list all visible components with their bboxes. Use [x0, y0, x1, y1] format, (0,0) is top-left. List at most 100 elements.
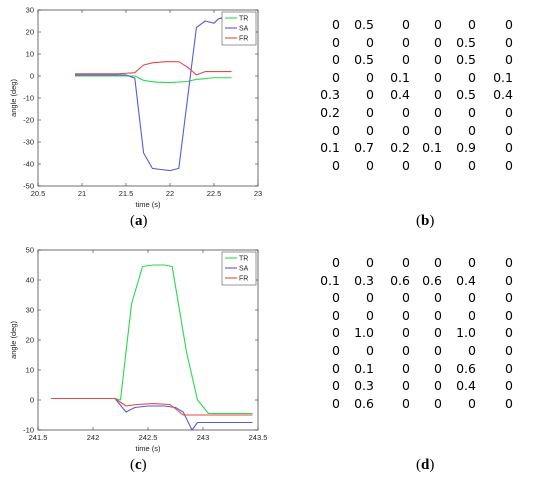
x-tick-label: 23 [254, 189, 262, 198]
matrix-b: 0 0.5 0 0 0 0 0 0 0 0 0.5 0 0 0.5 0 0 0.5 0 0 0 0.1 0 0 0.1 0.3 0… [318, 16, 548, 176]
chart-c: 241.5 242 242.5 243 243.5 -10 0 10 20 30 40 50 time … [9, 246, 268, 454]
matrix-cell: 0 [505, 34, 513, 50]
matrix-cell: 0 [402, 343, 410, 358]
matrix-cell: 0 [505, 307, 513, 323]
y-tick-label: 0 [30, 72, 34, 81]
matrix-cell: 0 [366, 255, 374, 270]
matrix-cell: 0 [505, 17, 513, 32]
matrix-cell: 0 [468, 395, 476, 411]
y-tick-label: 30 [26, 306, 34, 315]
chart-a: 20.5 21 21.5 22 22.5 23 -50 -40 -30 -20 -10 0 10 20 30… [9, 6, 262, 210]
matrix-cell: 0 [332, 17, 340, 32]
matrix-cell: 0 [332, 290, 340, 306]
caption-letter: b [421, 213, 430, 229]
matrix-cell: 0 [332, 52, 340, 68]
matrix-cell: 0.1 [320, 272, 340, 288]
y-tick-label: 30 [26, 6, 34, 15]
legend-label-tr: TR [239, 16, 248, 23]
x-tick-label: 20.5 [31, 189, 46, 198]
matrix-cell: 0 [468, 17, 476, 32]
y-axis-label: angle (deg) [9, 79, 18, 117]
x-tick-label: 22 [166, 189, 174, 198]
matrix-cell: 0.5 [456, 34, 476, 50]
x-tick-label: 243 [197, 433, 210, 442]
matrix-cell: 0.5 [456, 87, 476, 103]
matrix-cell: 0 [505, 290, 513, 306]
plot-frame [37, 9, 259, 187]
matrix-cell: 0.1 [354, 360, 374, 376]
matrix-cell: 0 [332, 157, 340, 173]
caption-letter: c [135, 457, 142, 473]
matrix-cell: 0 [366, 343, 374, 358]
matrix-cell: 0 [505, 255, 513, 270]
matrix-cell: 0 [434, 378, 442, 394]
matrix-cell: 0 [366, 69, 374, 85]
matrix-cell: 0 [332, 360, 340, 376]
plot-frame [37, 249, 259, 431]
matrix-cell: 0 [434, 34, 442, 50]
y-tick-label: 10 [26, 366, 34, 375]
matrix-cell: 0 [468, 290, 476, 306]
matrix-cell: 0 [402, 395, 410, 411]
caption-d: (d) [416, 457, 435, 473]
matrix-cell: 0 [434, 290, 442, 306]
caption-b: (b) [416, 213, 435, 229]
matrix-cell: 0 [332, 343, 340, 358]
matrix-cell: 0.5 [354, 52, 374, 68]
matrix-cell: 0 [366, 290, 374, 306]
x-tick-label: 243.5 [249, 433, 268, 442]
y-tick-label: -40 [23, 160, 34, 169]
y-tick-label: 0 [30, 396, 34, 405]
matrix-cell: 0 [434, 122, 442, 138]
matrix-cell: 0.2 [390, 140, 410, 156]
matrix-cell: 0.9 [456, 140, 476, 156]
legend-label-sa: SA [239, 26, 249, 33]
matrix-cell: 0 [434, 307, 442, 323]
matrix-cell: 0 [402, 360, 410, 376]
matrix-cell: 0 [332, 395, 340, 411]
matrix-cell: 0 [332, 307, 340, 323]
matrix-cell: 0.4 [456, 272, 476, 288]
y-axis-label: angle (deg) [9, 321, 18, 359]
caption-a: (a) [130, 213, 148, 229]
matrix-cell: 0.4 [390, 87, 410, 103]
x-tick-label: 242 [87, 433, 100, 442]
series-line-fr [51, 397, 253, 416]
x-axis-label: time (s) [136, 444, 162, 453]
matrix-cell: 0 [434, 52, 442, 68]
series-line-fr [74, 61, 232, 76]
matrix-cell: 0 [402, 325, 410, 341]
caption-letter: d [421, 457, 430, 473]
x-tick-label: 21.5 [119, 189, 134, 198]
matrix-cell: 0 [434, 87, 442, 103]
matrix-cell: 0 [402, 17, 410, 32]
matrix-cell: 0 [332, 325, 340, 341]
matrix-cell: 0 [366, 34, 374, 50]
matrix-cell: 0 [332, 255, 340, 270]
matrix-cell: 0 [332, 69, 340, 85]
y-tick-label: 20 [26, 28, 34, 37]
x-tick-label: 22.5 [207, 189, 222, 198]
matrix-cell: 0 [468, 307, 476, 323]
matrix-cell: 0 [468, 122, 476, 138]
matrix-cell: 0 [505, 52, 513, 68]
y-tick-label: 20 [26, 336, 34, 345]
matrix-cell: 0.1 [493, 69, 513, 85]
matrix-cell: 0 [402, 378, 410, 394]
matrix-cell: 0 [434, 157, 442, 173]
matrix-cell: 0.3 [320, 87, 340, 103]
matrix-cell: 0 [468, 157, 476, 173]
matrix-cell: 0.1 [422, 140, 442, 156]
series-line-sa [74, 14, 232, 172]
y-tick-label: 10 [26, 50, 34, 59]
y-tick-label: -30 [23, 138, 34, 147]
matrix-cell: 0 [402, 307, 410, 323]
y-tick-label: -10 [23, 94, 34, 103]
matrix-cell: 0 [468, 255, 476, 270]
matrix-cell: 0 [505, 140, 513, 156]
matrix-cell: 0 [505, 325, 513, 341]
matrix-cell: 0 [468, 343, 476, 358]
matrix-cell: 0 [468, 69, 476, 85]
matrix-cell: 0.2 [320, 105, 340, 120]
y-tick-label: -10 [23, 426, 34, 435]
